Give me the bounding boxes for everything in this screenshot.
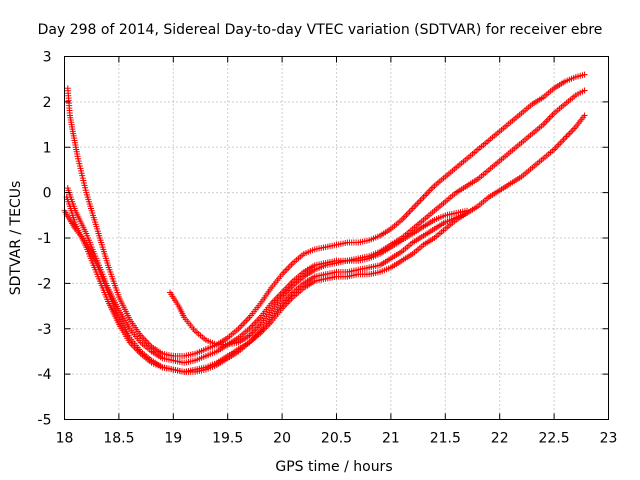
x-tick-label: 19.5 — [212, 431, 243, 447]
y-tick-label: 0 — [43, 186, 52, 202]
x-tick-label: 22.5 — [539, 431, 570, 447]
x-tick-label: 20.5 — [321, 431, 352, 447]
x-tick-label: 18.5 — [103, 431, 134, 447]
data-point — [464, 207, 471, 214]
y-tick-label: 3 — [43, 50, 52, 66]
x-tick-label: 21 — [382, 431, 400, 447]
y-axis-label: SDTVAR / TECUs — [8, 181, 24, 296]
y-tick-label: 1 — [43, 140, 52, 156]
series-track-3 — [64, 71, 588, 359]
chart-title: Day 298 of 2014, Sidereal Day-to-day VTE… — [38, 22, 603, 38]
data-point — [581, 71, 588, 78]
y-tick-label: -3 — [38, 322, 52, 338]
y-tick-label: -5 — [38, 413, 52, 429]
series-track-5 — [167, 207, 471, 348]
tick-layer: 18 18.5 19 19.5 20 20.5 21 21.5 22 22.5 23-5-4-3-2… — [38, 50, 618, 447]
x-tick-label: 20 — [273, 431, 291, 447]
data-layer — [61, 71, 588, 375]
x-tick-label: 18 — [56, 431, 74, 447]
data-point — [581, 112, 588, 119]
x-tick-label: 19 — [164, 431, 182, 447]
x-axis-label: GPS time / hours — [275, 459, 392, 475]
x-tick-label: 21.5 — [430, 431, 461, 447]
y-tick-label: 2 — [43, 95, 52, 111]
x-tick-label: 22 — [491, 431, 509, 447]
data-point — [581, 87, 588, 94]
y-tick-label: -4 — [38, 367, 52, 383]
y-tick-label: -1 — [38, 231, 52, 247]
grid-layer — [64, 56, 609, 420]
x-tick-label: 23 — [600, 431, 618, 447]
series-track-4 — [61, 207, 471, 375]
y-tick-label: -2 — [38, 276, 52, 292]
